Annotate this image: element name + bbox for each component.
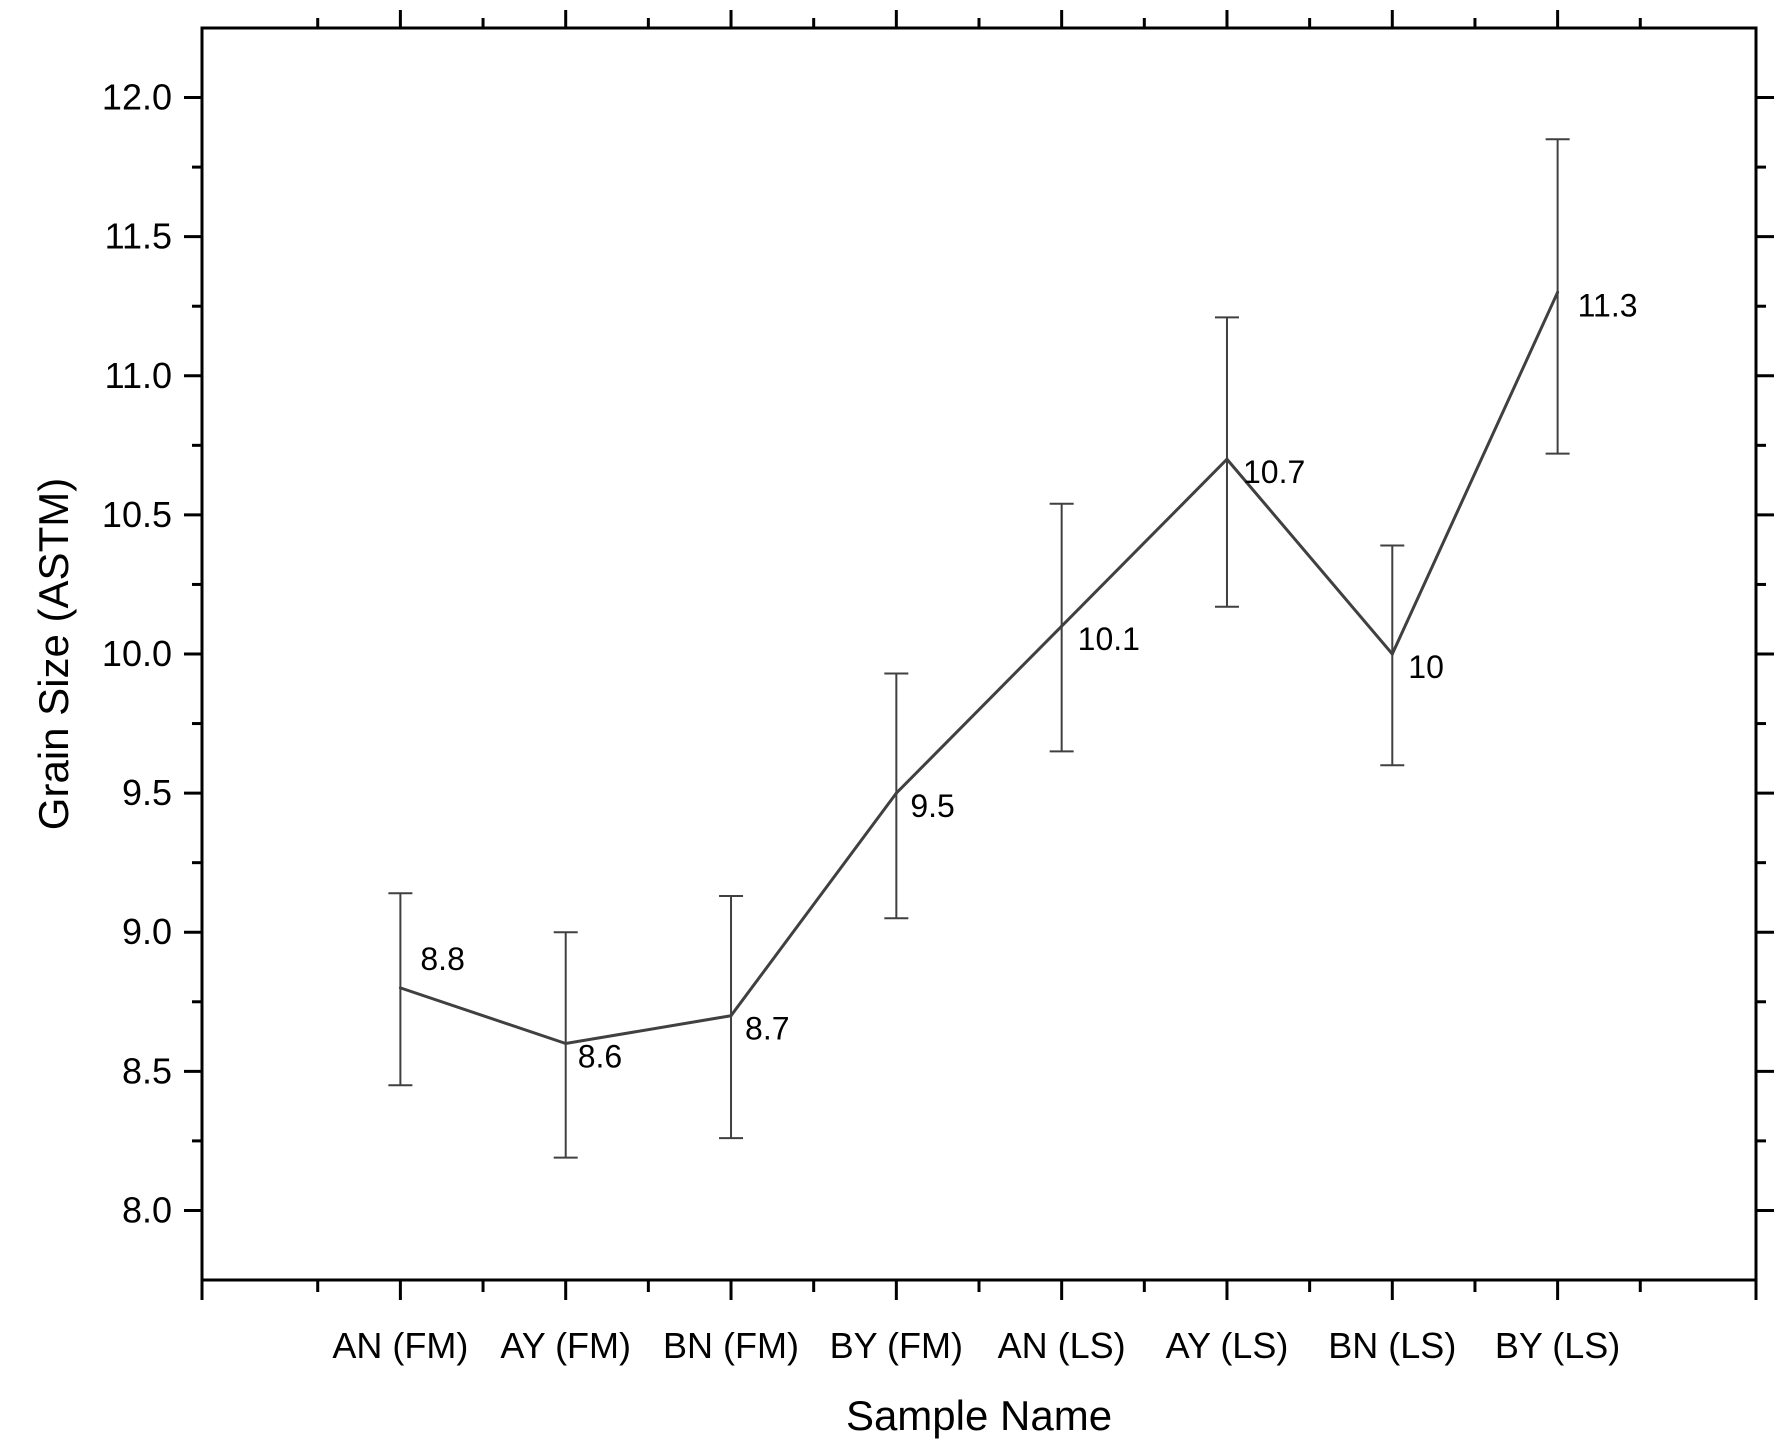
data-label: 8.8 <box>420 941 464 977</box>
data-point <box>1060 624 1064 628</box>
data-point <box>1225 457 1229 461</box>
data-label: 10.7 <box>1243 454 1305 490</box>
data-label: 8.6 <box>578 1039 622 1075</box>
x-tick-label: BN (LS) <box>1328 1325 1456 1366</box>
y-tick-label: 12.0 <box>102 77 172 118</box>
plot-frame <box>200 26 1758 1282</box>
y-tick-label: 8.0 <box>122 1189 172 1230</box>
data-point <box>1390 652 1394 656</box>
y-tick-label: 11.0 <box>105 355 172 396</box>
y-axis-title: Grain Size (ASTM) <box>30 478 77 830</box>
data-point <box>564 1042 568 1046</box>
series-line <box>399 291 1559 1046</box>
plot-border <box>200 26 1758 1282</box>
y-tick-label: 10.0 <box>102 633 172 674</box>
x-tick-label: BN (FM) <box>663 1325 799 1366</box>
data-label: 10 <box>1408 649 1444 685</box>
x-tick-label: AN (LS) <box>998 1325 1126 1366</box>
data-label: 8.7 <box>745 1011 789 1047</box>
axis-ticks <box>184 10 1774 1300</box>
data-label: 9.5 <box>910 788 954 824</box>
x-tick-label: BY (LS) <box>1495 1325 1620 1366</box>
data-point <box>894 791 898 795</box>
x-tick-label: BY (FM) <box>830 1325 963 1366</box>
data-point <box>1556 290 1560 294</box>
y-tick-label: 9.5 <box>122 772 172 813</box>
y-tick-label: 8.5 <box>122 1050 172 1091</box>
data-label: 10.1 <box>1078 621 1140 657</box>
data-series <box>398 290 1560 1046</box>
x-tick-label: AN (FM) <box>332 1325 468 1366</box>
x-tick-labels: AN (FM) AY (FM) BN (FM) BY (FM) AN (LS) AY (L… <box>332 1325 1620 1366</box>
x-tick-label: AY (LS) <box>1166 1325 1289 1366</box>
data-labels: 8.8 8.6 8.7 9.5 10.1 10.7 10 11.3 <box>420 287 1637 1074</box>
y-tick-label: 11.5 <box>105 216 172 257</box>
x-axis-title: Sample Name <box>846 1392 1112 1439</box>
y-tick-labels: 8.0 8.5 9.0 9.5 10.0 10.5 11.0 11.5 12.0 <box>102 77 172 1231</box>
data-point <box>729 1014 733 1018</box>
error-bars <box>388 138 1570 1159</box>
data-label: 11.3 <box>1578 287 1638 323</box>
y-tick-label: 10.5 <box>102 494 172 535</box>
y-tick-label: 9.0 <box>122 911 172 952</box>
data-point <box>398 986 402 990</box>
x-tick-label: AY (FM) <box>500 1325 631 1366</box>
